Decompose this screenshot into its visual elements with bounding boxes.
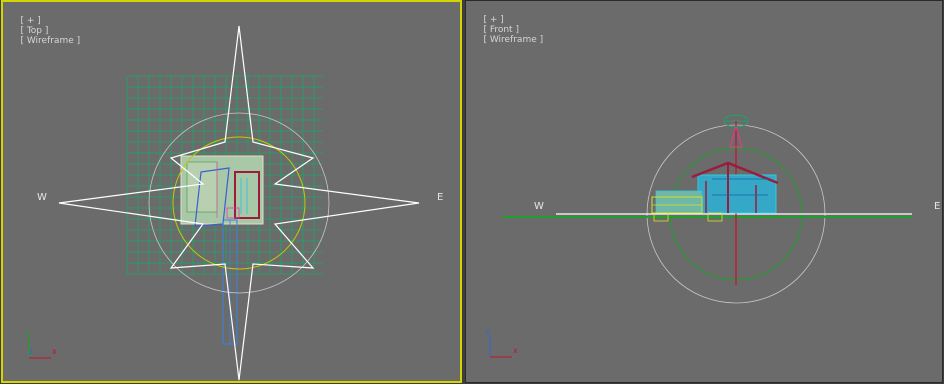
viewport-label-front: [ + ] [ Front ] [ Wireframe ] — [472, 5, 543, 55]
axis-gizmo-top: y z x — [25, 328, 57, 359]
compass-west-label: W — [534, 201, 544, 212]
axis-x-label: x — [52, 347, 57, 356]
viewport-menu-plus[interactable]: [ + ] — [483, 15, 504, 25]
compass-east-label: E — [934, 201, 941, 212]
top-scene-wireframe[interactable]: y z x — [3, 2, 460, 381]
viewport-label-top: [ + ] [ Top ] [ Wireframe ] — [9, 6, 80, 56]
axis-z-label: z — [486, 327, 490, 336]
axis-y-label: y — [25, 328, 30, 337]
viewport-view-menu[interactable]: [ Front ] — [483, 25, 519, 35]
viewport-shading-menu[interactable]: [ Wireframe ] — [20, 36, 81, 46]
sun-ring — [172, 136, 306, 270]
axis-z-label: z — [29, 347, 33, 356]
viewport-shading-menu[interactable]: [ Wireframe ] — [483, 35, 544, 45]
compass-west-label: W — [37, 192, 47, 203]
viewport-top[interactable]: [ + ] [ Top ] [ Wireframe ] — [1, 0, 462, 383]
axis-x-label: x — [513, 346, 518, 355]
compass-east-label: E — [437, 192, 444, 203]
compass-rose-object — [58, 25, 420, 381]
viewport-view-menu[interactable]: [ Top ] — [20, 26, 49, 36]
viewport-front[interactable]: [ + ] [ Front ] [ Wireframe ] — [465, 0, 943, 383]
house-elevation-object — [651, 161, 779, 222]
front-scene-wireframe[interactable]: z x — [466, 1, 942, 382]
outer-ring — [148, 112, 330, 294]
axis-gizmo-front: z x — [486, 327, 518, 358]
viewport-menu-plus[interactable]: [ + ] — [20, 16, 41, 26]
house-plan-object — [180, 155, 264, 227]
